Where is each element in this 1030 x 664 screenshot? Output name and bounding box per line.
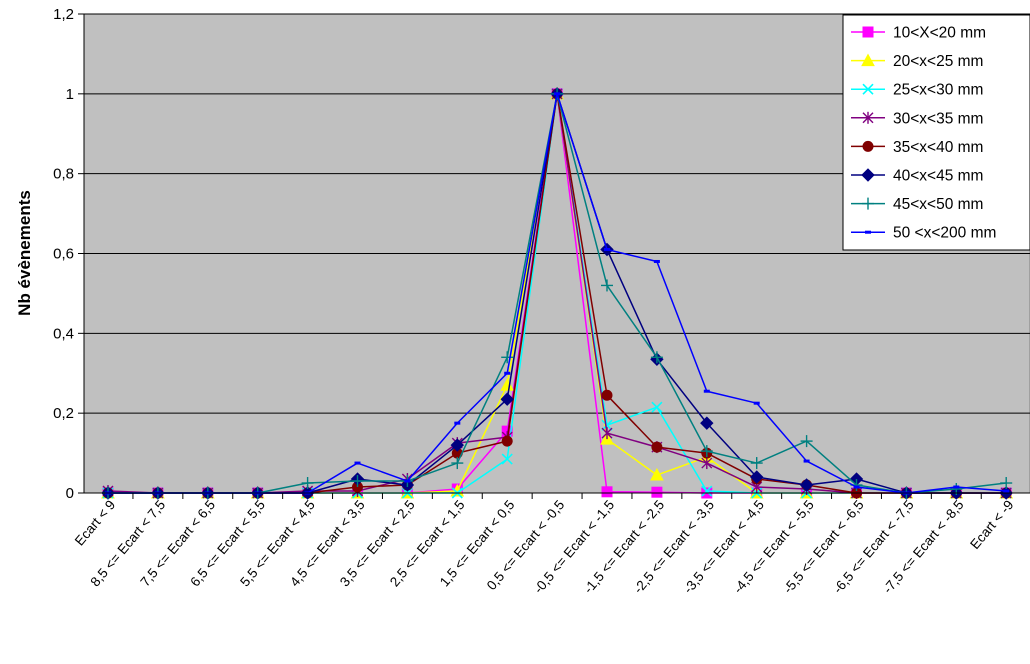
data-point — [504, 372, 510, 375]
legend-label: 25<x<30 mm — [893, 82, 983, 99]
y-tick-label: 0,6 — [53, 246, 74, 263]
data-point — [602, 487, 612, 497]
legend-label: 30<x<35 mm — [893, 110, 983, 127]
y-tick-label: 0,2 — [53, 405, 74, 422]
data-point — [355, 462, 361, 465]
x-tick-label: Ecart < 9 — [72, 497, 118, 548]
data-point — [953, 486, 959, 489]
data-point — [1003, 490, 1009, 493]
y-tick-label: 1 — [66, 86, 74, 103]
legend-label: 50 <x<200 mm — [893, 225, 996, 242]
data-point — [754, 402, 760, 405]
y-tick-label: 0,4 — [53, 325, 74, 342]
data-point — [404, 480, 410, 483]
data-point — [602, 390, 612, 400]
legend-swatch-marker — [863, 27, 873, 37]
legend-label: 45<x<50 mm — [893, 196, 983, 213]
data-point — [804, 460, 810, 463]
y-tick-label: 0 — [66, 485, 74, 502]
y-tick-label: 1,2 — [53, 6, 74, 23]
data-point — [652, 442, 662, 452]
legend-label: 10<X<20 mm — [893, 25, 986, 42]
legend-label: 20<x<25 mm — [893, 53, 983, 70]
data-point — [854, 486, 860, 489]
y-axis-title: Nb évènements — [15, 190, 34, 316]
legend-label: 35<x<40 mm — [893, 139, 983, 156]
data-point — [454, 422, 460, 425]
data-point — [704, 390, 710, 393]
data-point — [554, 92, 560, 95]
x-tick-label: Ecart < -9 — [967, 497, 1016, 552]
legend-box — [843, 15, 1030, 250]
data-point — [502, 436, 512, 446]
data-point — [654, 260, 660, 263]
data-point — [652, 487, 662, 497]
data-point — [604, 248, 610, 251]
y-tick-label: 0,8 — [53, 166, 74, 183]
legend: 10<X<20 mm 20<x<25 mm 25<x<30 mm 30<x<35 mm… — [843, 15, 1030, 250]
legend-swatch-marker — [863, 141, 873, 151]
legend-swatch-marker — [865, 231, 871, 234]
legend-label: 40<x<45 mm — [893, 168, 983, 185]
